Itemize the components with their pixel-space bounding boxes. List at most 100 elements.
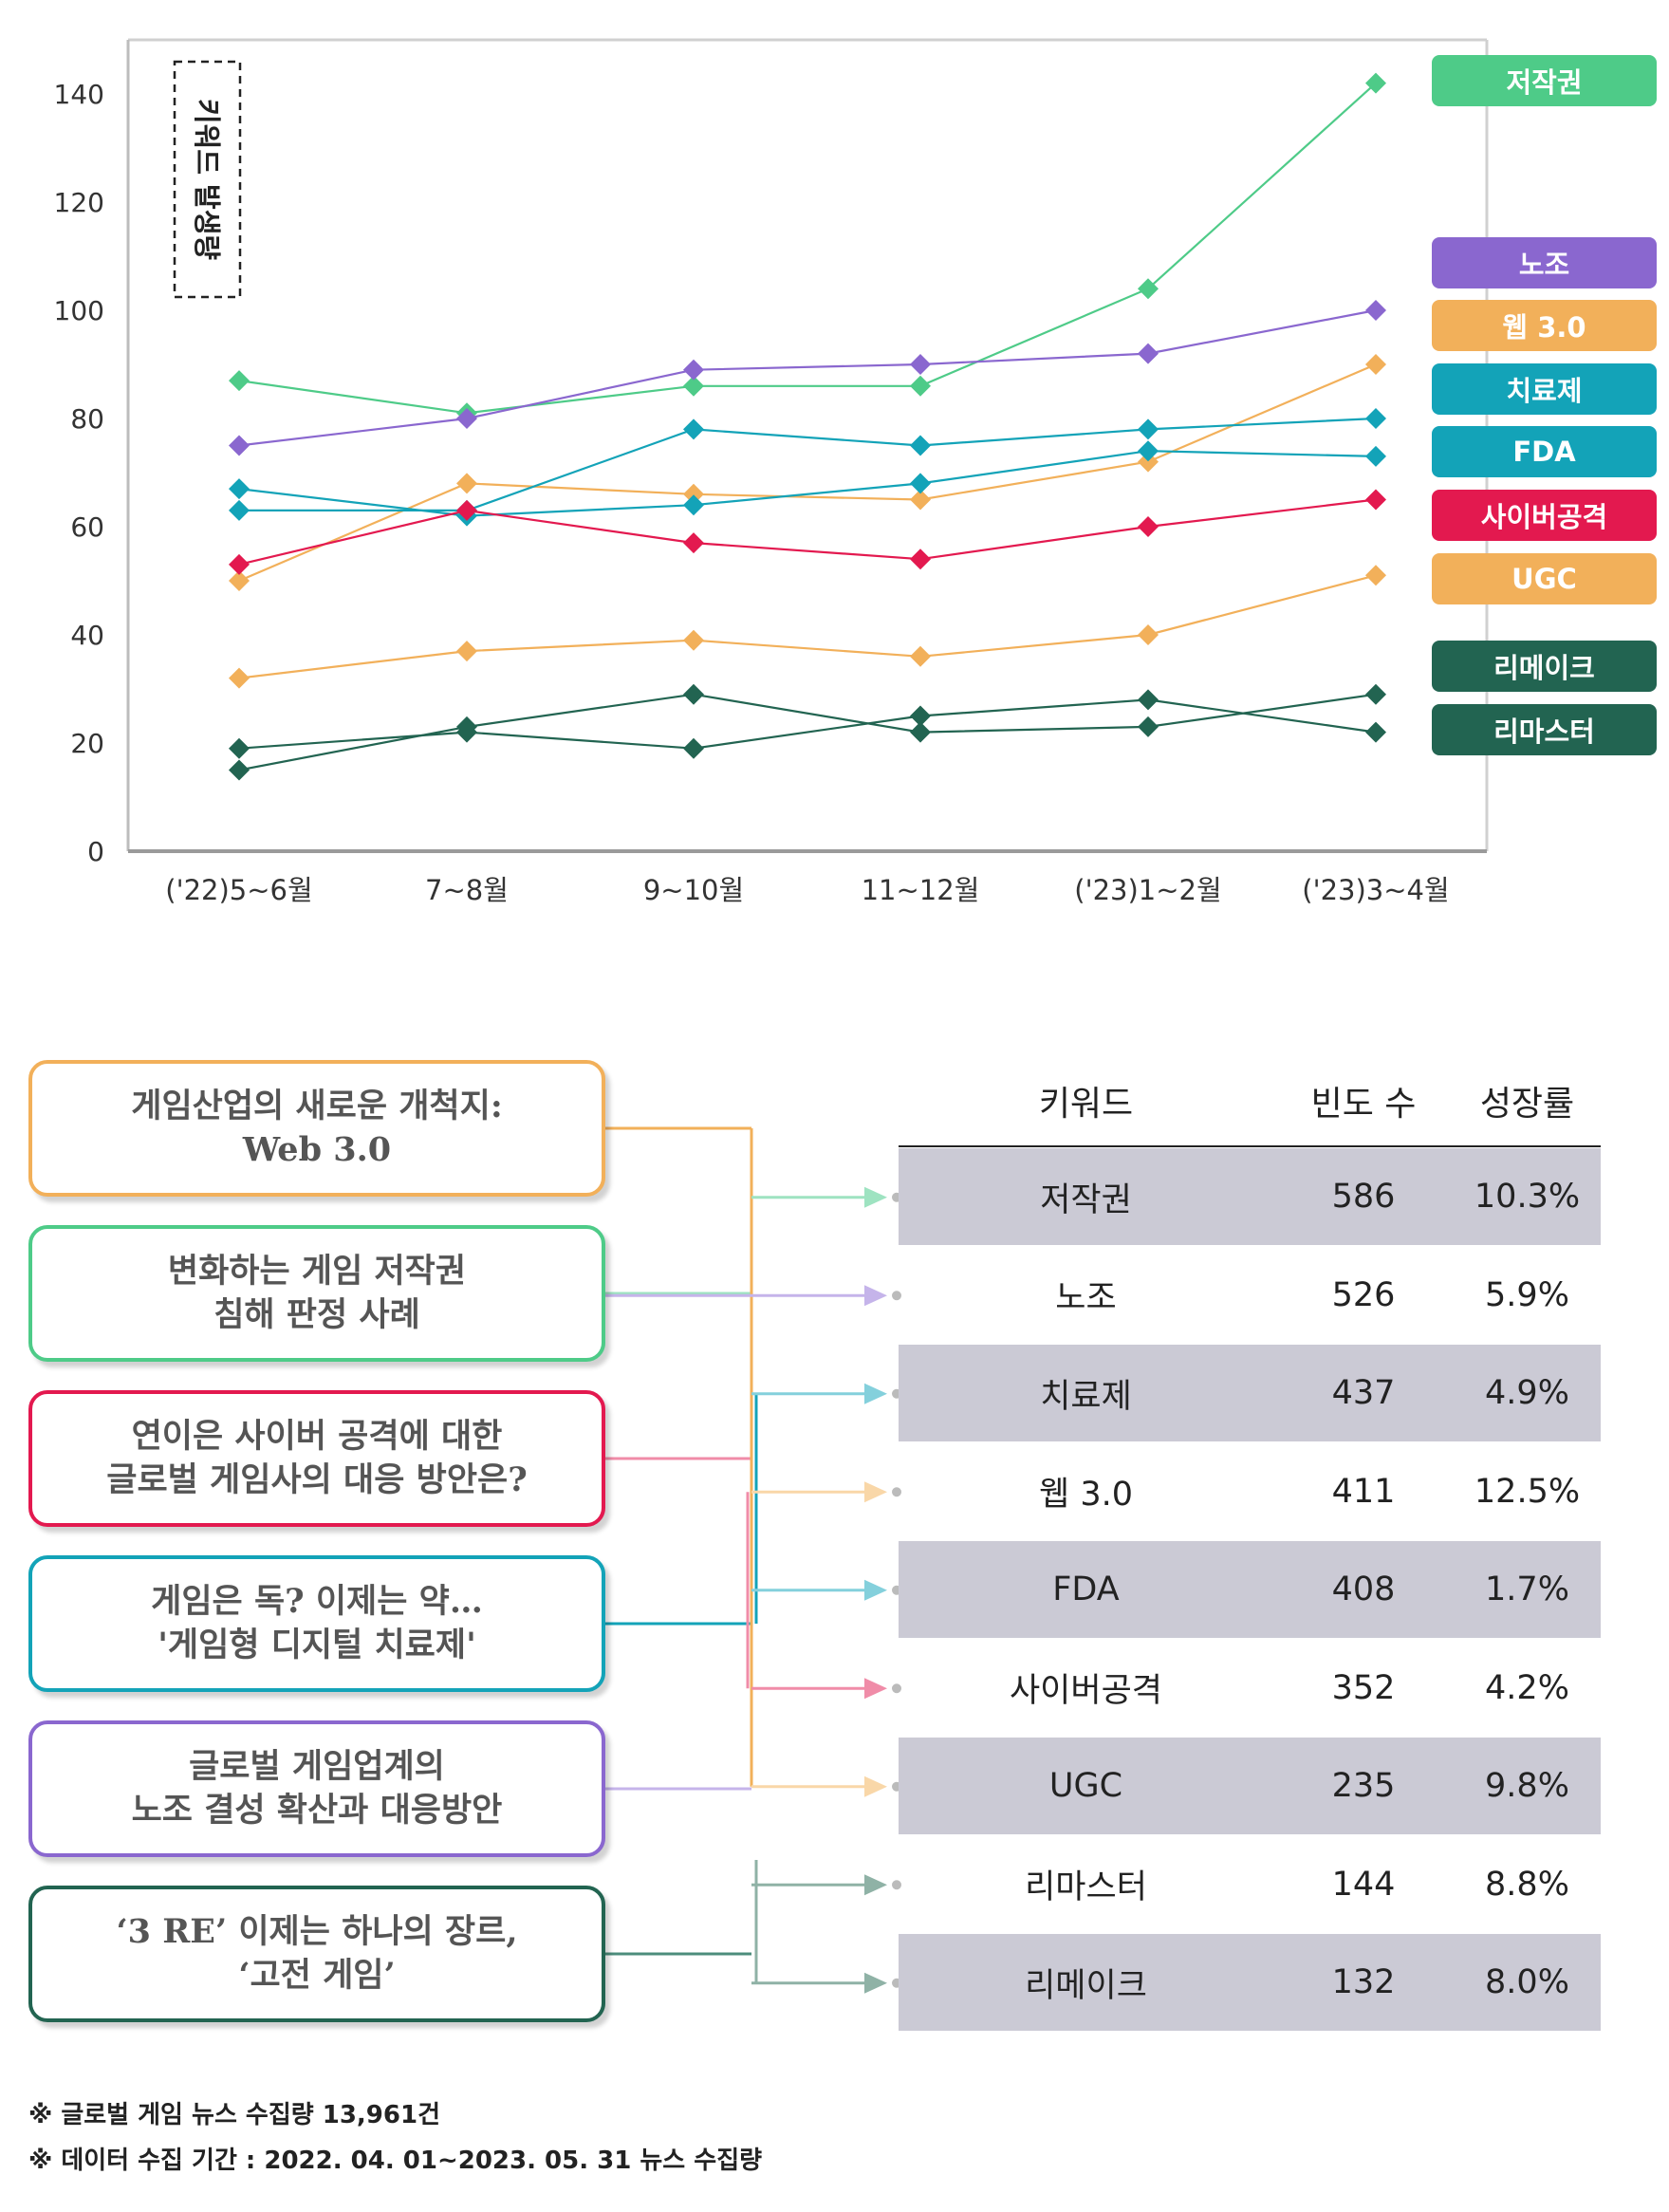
topic-title-line1: 글로벌 게임업계의: [189, 1747, 445, 1786]
topic-box: 변화하는 게임 저작권 침해 판정 사례: [28, 1225, 605, 1362]
cell-frequency: 526: [1331, 1275, 1396, 1314]
cell-growth: 8.0%: [1485, 1963, 1569, 2001]
legend-item: 리마스터: [1432, 704, 1657, 755]
footnote-period: ※ 데이터 수집 기간 : 2022. 04. 01~2023. 05. 31 …: [28, 2147, 763, 2175]
arrow-head: [864, 1481, 887, 1503]
data-point-2-3: [910, 489, 931, 511]
header-keyword: 키워드: [1038, 1085, 1134, 1124]
arrow-head: [864, 1678, 887, 1700]
series-line-6: [238, 574, 1377, 679]
cell-keyword: 리마스터: [1025, 1868, 1147, 1906]
data-point-4-4: [1138, 418, 1159, 440]
data-point-0-3: [910, 375, 931, 397]
y-tick-label: 140: [54, 79, 104, 110]
data-point-6-4: [1138, 624, 1159, 645]
cell-keyword: 저작권: [1040, 1180, 1132, 1219]
topic-box: ‘3 RE’ 이제는 하나의 장르, ‘고전 게임’: [28, 1886, 605, 2022]
data-point-4-5: [1365, 408, 1386, 429]
cell-frequency: 132: [1331, 1963, 1396, 2001]
cell-keyword: 치료제: [1040, 1377, 1132, 1416]
data-point-4-3: [910, 435, 931, 456]
table-header-rule: [899, 1145, 1601, 1147]
x-tick-label: ('22)5~6월: [165, 874, 312, 906]
series-lines: [238, 82, 1377, 771]
data-point-8-3: [910, 705, 931, 727]
cell-frequency: 437: [1331, 1374, 1396, 1412]
legend-item: 사이버공격: [1432, 490, 1657, 541]
data-point-2-4: [1138, 451, 1159, 473]
header-growth: 성장률: [1479, 1085, 1575, 1124]
cell-keyword: 웹 3.0: [1039, 1476, 1133, 1514]
header-frequency: 빈도 수: [1310, 1085, 1417, 1124]
data-point-5-1: [456, 499, 477, 521]
topic-title-line2: 글로벌 게임사의 대응 방안은?: [106, 1460, 528, 1499]
data-point-3-3: [910, 473, 931, 494]
data-point-3-0: [229, 478, 250, 500]
data-point-5-2: [683, 532, 704, 554]
topic-box: 게임산업의 새로운 개척지: Web 3.0: [28, 1060, 605, 1197]
cell-keyword: FDA: [1052, 1571, 1120, 1608]
data-point-1-5: [1365, 300, 1386, 321]
series-line-1: [238, 308, 1377, 447]
cell-frequency: 144: [1331, 1865, 1396, 1904]
topic-title-line1: 게임산업의 새로운 개척지:: [131, 1087, 503, 1125]
arrow-head: [864, 1972, 887, 1994]
topic-title-line1: 연이은 사이버 공격에 대한: [131, 1417, 503, 1456]
arrow-head: [864, 1579, 887, 1601]
arrow-head: [864, 1285, 887, 1307]
data-point-6-3: [910, 645, 931, 667]
topic-title-line2: 노조 결성 확산과 대응방안: [131, 1791, 503, 1830]
series-line-5: [238, 498, 1377, 566]
data-point-8-0: [229, 737, 250, 759]
cell-frequency: 352: [1331, 1668, 1396, 1707]
footnote-total: ※ 글로벌 게임 뉴스 수집량 13,961건: [28, 2101, 440, 2129]
data-point-0-4: [1138, 278, 1159, 300]
cell-growth: 12.5%: [1474, 1472, 1581, 1511]
arrow-head: [864, 1186, 887, 1208]
data-point-8-1: [456, 721, 477, 743]
series-line-3: [238, 450, 1377, 517]
y-tick-label: 120: [54, 187, 104, 218]
topic-title-line2: Web 3.0: [242, 1130, 392, 1169]
cell-keyword: 리메이크: [1025, 1966, 1147, 2005]
table-row: 웹 3.0 411 12.5%: [899, 1443, 1601, 1540]
y-axis-title: 키워드 발생량: [191, 99, 223, 260]
data-point-8-5: [1365, 721, 1386, 743]
data-point-4-0: [229, 499, 250, 521]
data-point-2-1: [456, 473, 477, 494]
topic-title-line2: ‘고전 게임’: [238, 1956, 396, 1995]
table-row: 치료제 437 4.9%: [899, 1345, 1601, 1441]
data-point-7-3: [910, 721, 931, 743]
data-point-5-0: [229, 553, 250, 575]
table-row: 리메이크 132 8.0%: [899, 1934, 1601, 2031]
topic-title-line2: '게임형 디지털 치료제': [158, 1626, 476, 1664]
cell-growth: 4.2%: [1485, 1668, 1569, 1707]
table-row: UGC 235 9.8%: [899, 1738, 1601, 1834]
legend-item: 웹 3.0: [1432, 300, 1657, 351]
cell-keyword: UGC: [1048, 1767, 1123, 1805]
topic-title-line1: 게임은 독? 이제는 약…: [151, 1582, 483, 1621]
table-row: FDA 408 1.7%: [899, 1541, 1601, 1638]
cell-growth: 5.9%: [1485, 1275, 1569, 1314]
table-row: 리마스터 144 8.8%: [899, 1836, 1601, 1933]
legend-item: UGC: [1432, 553, 1657, 604]
legend-item: 저작권: [1432, 55, 1657, 106]
data-point-0-5: [1365, 72, 1386, 94]
y-label-box: [173, 60, 242, 299]
arrow-head: [864, 1874, 887, 1896]
table-row: 노조 526 5.9%: [899, 1247, 1601, 1344]
legend-item: 노조: [1432, 237, 1657, 288]
legend-item: 치료제: [1432, 363, 1657, 415]
data-point-1-4: [1138, 343, 1159, 364]
topic-title-line2: 침해 판정 사례: [213, 1295, 420, 1334]
data-point-1-2: [683, 359, 704, 381]
legend-item: FDA: [1432, 426, 1657, 477]
data-point-3-4: [1138, 440, 1159, 462]
cell-growth: 9.8%: [1485, 1767, 1569, 1805]
y-tick-label: 60: [70, 511, 104, 543]
cell-keyword: 노조: [1055, 1279, 1117, 1317]
y-tick-label: 20: [70, 728, 104, 759]
y-tick-label: 80: [70, 403, 104, 435]
